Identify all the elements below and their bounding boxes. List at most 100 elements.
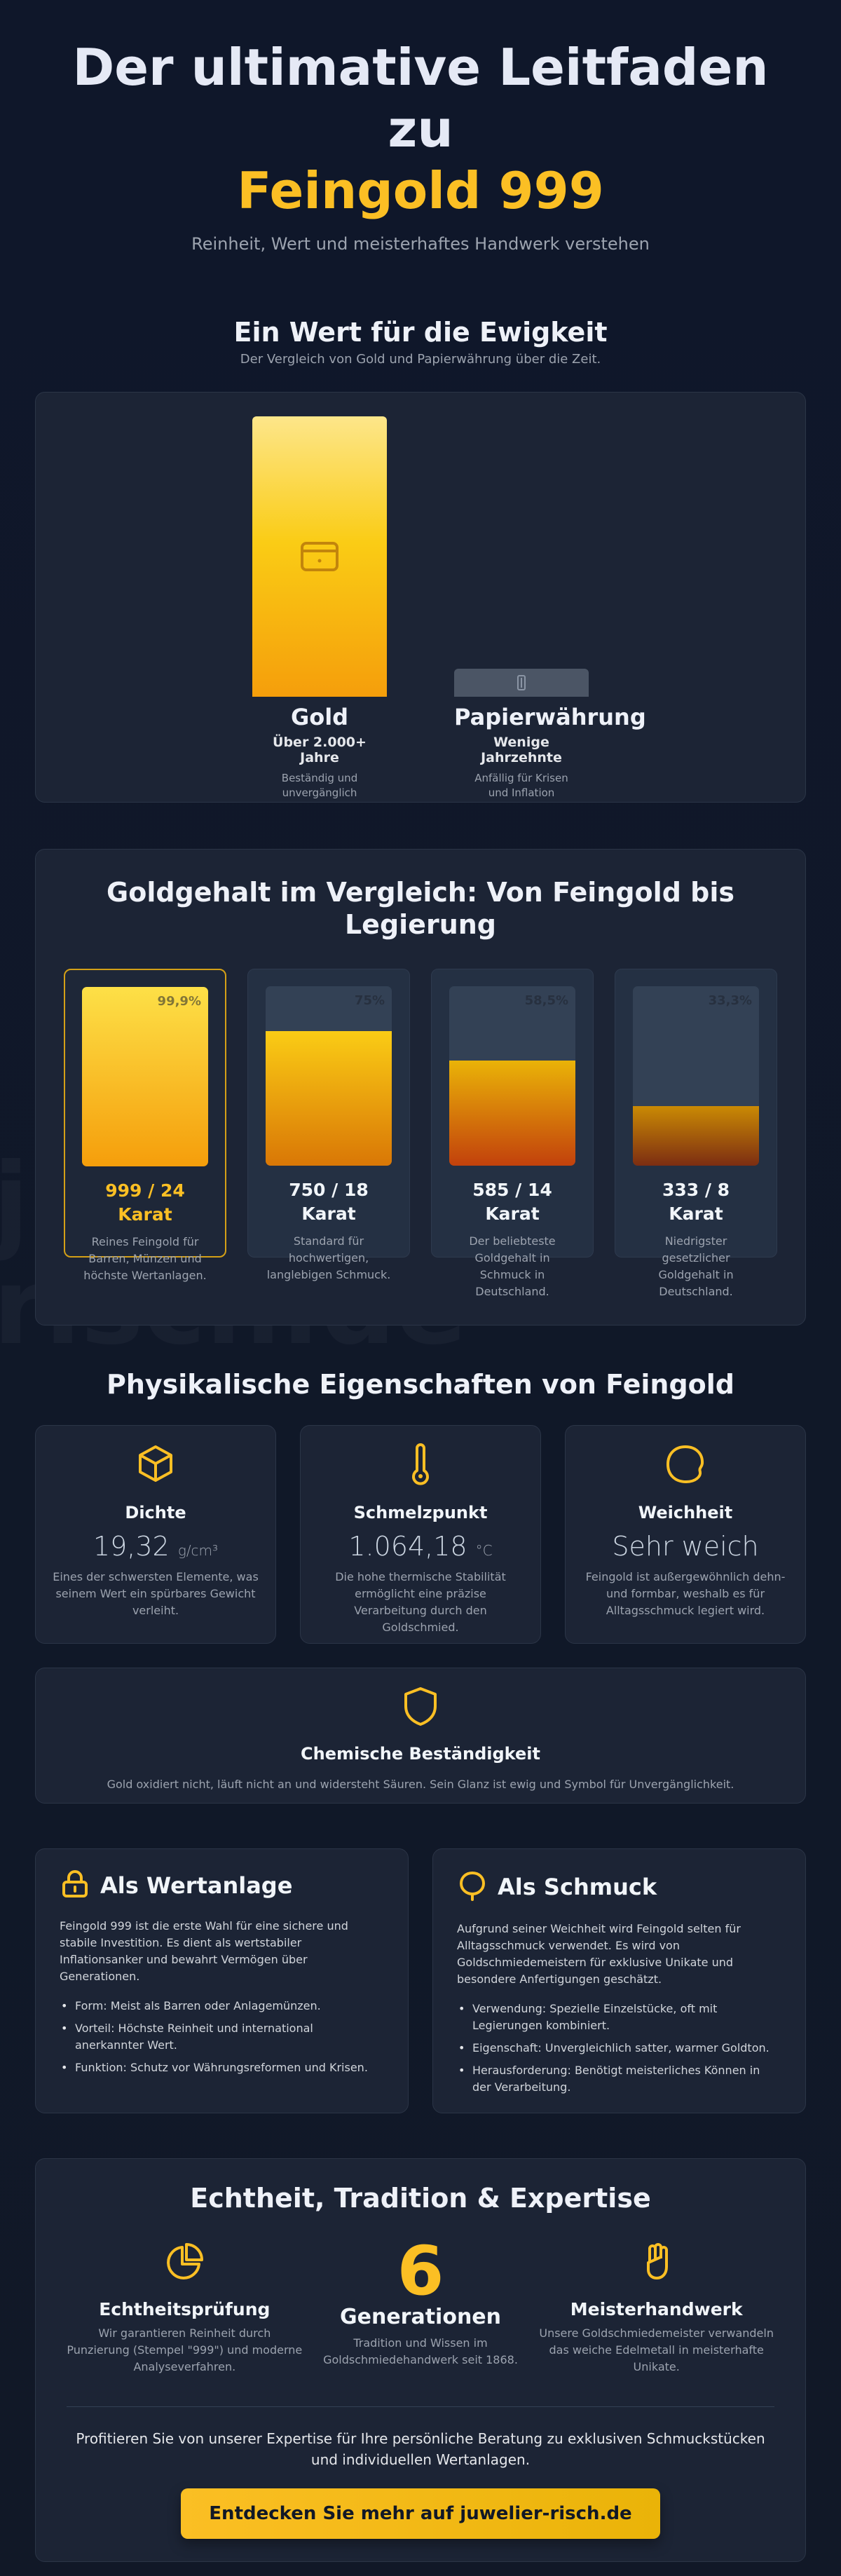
list-item: Funktion: Schutz vor Währungsreformen un… [60, 2059, 384, 2076]
gold-note: Beständig und unvergänglich [281, 772, 358, 799]
properties-title: Physikalische Eigenschaften von Feingold [106, 1369, 735, 1400]
cube-icon [53, 1443, 259, 1486]
properties-row: Dichte 19,32 g/cm³ Eines der schwersten … [35, 1425, 806, 1644]
paper-span: Wenige Jahrzehnte [481, 735, 562, 765]
paper-column: Papierwährung Wenige Jahrzehnte Anfällig… [454, 704, 646, 800]
generations-desc: Tradition und Wissen im Goldschmiedehand… [323, 2336, 518, 2366]
chemical-card: Chemische Beständigkeit Gold oxidiert ni… [35, 1668, 806, 1804]
value-section: Ein Wert für die Ewigkeit Der Vergleich … [35, 317, 806, 803]
density-value: 19,32 g/cm³ [53, 1531, 259, 1562]
softness-title: Weichheit [638, 1503, 733, 1522]
karat-card-585: 58,5% 585 / 14 Karat Der beliebteste Gol… [431, 969, 594, 1298]
generations-title: Generationen [340, 2305, 502, 2329]
density-title: Dichte [125, 1503, 186, 1522]
blob-icon [582, 1443, 788, 1486]
properties-section: Physikalische Eigenschaften von Feingold… [35, 1369, 806, 1804]
thermometer-icon [317, 1443, 524, 1486]
karat-desc: Niedrigster gesetzlicher Goldgehalt in D… [658, 1234, 734, 1298]
wallet-icon [300, 540, 339, 576]
purity-tube: 58,5% [449, 986, 576, 1166]
melting-number: 1.064,18 [348, 1531, 467, 1562]
hero: Der ultimative Leitfaden zu Feingold 999… [35, 0, 806, 254]
cta-text: Profitieren Sie von unserer Expertise fü… [76, 2430, 765, 2468]
chemical-title: Chemische Beständigkeit [301, 1744, 540, 1764]
karat-name: 585 / 14 Karat [472, 1180, 552, 1224]
purity-tube: 75% [266, 986, 392, 1166]
cta-button[interactable]: Entdecken Sie mehr auf juwelier-risch.de [181, 2488, 660, 2539]
investment-list: Form: Meist als Barren oder Anlagemünzen… [60, 1998, 384, 2076]
karat-card-333: 33,3% 333 / 8 Karat Niedrigster gesetzli… [615, 969, 778, 1298]
authenticity-title: Echtheitsprüfung [99, 2299, 271, 2319]
value-title: Ein Wert für die Ewigkeit [233, 317, 608, 348]
generations-block: 6 Generationen Tradition und Wissen im G… [303, 2237, 539, 2376]
jewelry-list: Verwendung: Spezielle Einzelstücke, oft … [457, 2001, 781, 2096]
investment-card: Als Wertanlage Feingold 999 ist die erst… [35, 1848, 409, 2113]
usage-row: Als Wertanlage Feingold 999 ist die erst… [35, 1848, 806, 2113]
authenticity-desc: Wir garantieren Reinheit durch Punzierun… [67, 2326, 303, 2373]
softness-value: Sehr weich [612, 1531, 759, 1562]
jewelry-card: Als Schmuck Aufgrund seiner Weichheit wi… [432, 1848, 806, 2113]
list-item: Verwendung: Spezielle Einzelstücke, oft … [457, 2001, 781, 2034]
glove-icon [538, 2237, 774, 2287]
jewelry-text: Aufgrund seiner Weichheit wird Feingold … [457, 1922, 741, 1986]
melting-desc: Die hohe thermische Stabilität ermöglich… [335, 1570, 506, 1634]
karat-desc: Reines Feingold für Barren, Münzen und h… [83, 1235, 207, 1282]
craft-desc: Unsere Goldschmiedemeister verwandeln da… [539, 2326, 774, 2373]
melting-title: Schmelzpunkt [353, 1503, 488, 1522]
list-item: Herausforderung: Benötigt meisterliches … [457, 2062, 781, 2096]
purity-fill [266, 1031, 392, 1166]
purity-pct: 99,9% [157, 994, 201, 1009]
craft-block: Meisterhandwerk Unsere Goldschmiedemeist… [538, 2237, 774, 2376]
melting-card: Schmelzpunkt 1.064,18 °C Die hohe thermi… [300, 1425, 541, 1644]
karat-name: 750 / 18 Karat [289, 1180, 369, 1224]
gold-bar [252, 416, 387, 697]
title-line1: Der ultimative Leitfaden [72, 38, 769, 97]
title-gold: Feingold 999 [237, 161, 604, 220]
page-title: Der ultimative Leitfaden zu Feingold 999 [35, 36, 806, 222]
gold-span: Über 2.000+ Jahre [273, 735, 367, 765]
value-chart-card: Gold Über 2.000+ Jahre Beständig und unv… [35, 392, 806, 803]
karat-card-999: 99,9% 999 / 24 Karat Reines Feingold für… [64, 969, 227, 1282]
paper-note: Anfällig für Krisen und Inflation [474, 772, 568, 799]
value-subtitle: Der Vergleich von Gold und Papierwährung… [240, 352, 601, 367]
softness-card: Weichheit Sehr weich Feingold ist außerg… [565, 1425, 806, 1644]
softness-desc: Feingold ist außergewöhnlich dehn- und f… [585, 1570, 786, 1617]
purity-tube: 99,9% [82, 987, 208, 1166]
karat-card-750: 75% 750 / 18 Karat Standard für hochwert… [247, 969, 411, 1281]
chemical-desc: Gold oxidiert nicht, läuft nicht an und … [107, 1778, 734, 1791]
purity-fill [449, 1061, 576, 1166]
density-unit: g/cm³ [177, 1542, 219, 1559]
karat-desc: Standard für hochwertigen, langlebigen S… [266, 1234, 391, 1281]
heritage-row: Echtheitsprüfung Wir garantieren Reinhei… [67, 2237, 774, 2376]
investment-title: Als Wertanlage [100, 1872, 293, 1899]
heritage-title: Echtheit, Tradition & Expertise [190, 2183, 651, 2214]
paper-bar [454, 669, 589, 697]
karat-desc: Der beliebteste Goldgehalt in Schmuck in… [469, 1234, 556, 1298]
purity-fill [82, 987, 208, 1166]
purity-tube: 33,3% [633, 986, 760, 1166]
investment-header: Als Wertanlage [60, 1869, 384, 1902]
title-line2: zu [388, 100, 453, 158]
craft-title: Meisterhandwerk [570, 2299, 743, 2319]
density-card: Dichte 19,32 g/cm³ Eines der schwersten … [35, 1425, 276, 1644]
melting-value: 1.064,18 °C [317, 1531, 524, 1562]
generations-number: 6 [397, 2232, 444, 2310]
lock-icon [60, 1869, 90, 1902]
melting-unit: °C [475, 1542, 493, 1559]
jewelry-header: Als Schmuck [457, 1869, 781, 1905]
pie-chart-icon [67, 2237, 303, 2287]
gold-column: Gold Über 2.000+ Jahre Beständig und unv… [252, 704, 387, 800]
hero-subtitle: Reinheit, Wert und meisterhaftes Handwer… [191, 234, 650, 254]
purity-pct: 75% [354, 993, 385, 1008]
purity-fill [633, 1105, 760, 1166]
list-item: Vorteil: Höchste Reinheit und internatio… [60, 2020, 384, 2054]
ring-icon [457, 1869, 488, 1905]
density-desc: Eines der schwersten Elemente, was seine… [53, 1570, 259, 1617]
karat-name: 999 / 24 Karat [105, 1180, 185, 1225]
purity-pct: 58,5% [524, 993, 569, 1008]
purity-title: Goldgehalt im Vergleich: Von Feingold bi… [107, 877, 734, 940]
density-number: 19,32 [93, 1531, 170, 1562]
heritage-card: Echtheit, Tradition & Expertise Echtheit… [35, 2158, 806, 2562]
banknote-icon [514, 674, 529, 694]
purity-card: Goldgehalt im Vergleich: Von Feingold bi… [35, 849, 806, 1326]
